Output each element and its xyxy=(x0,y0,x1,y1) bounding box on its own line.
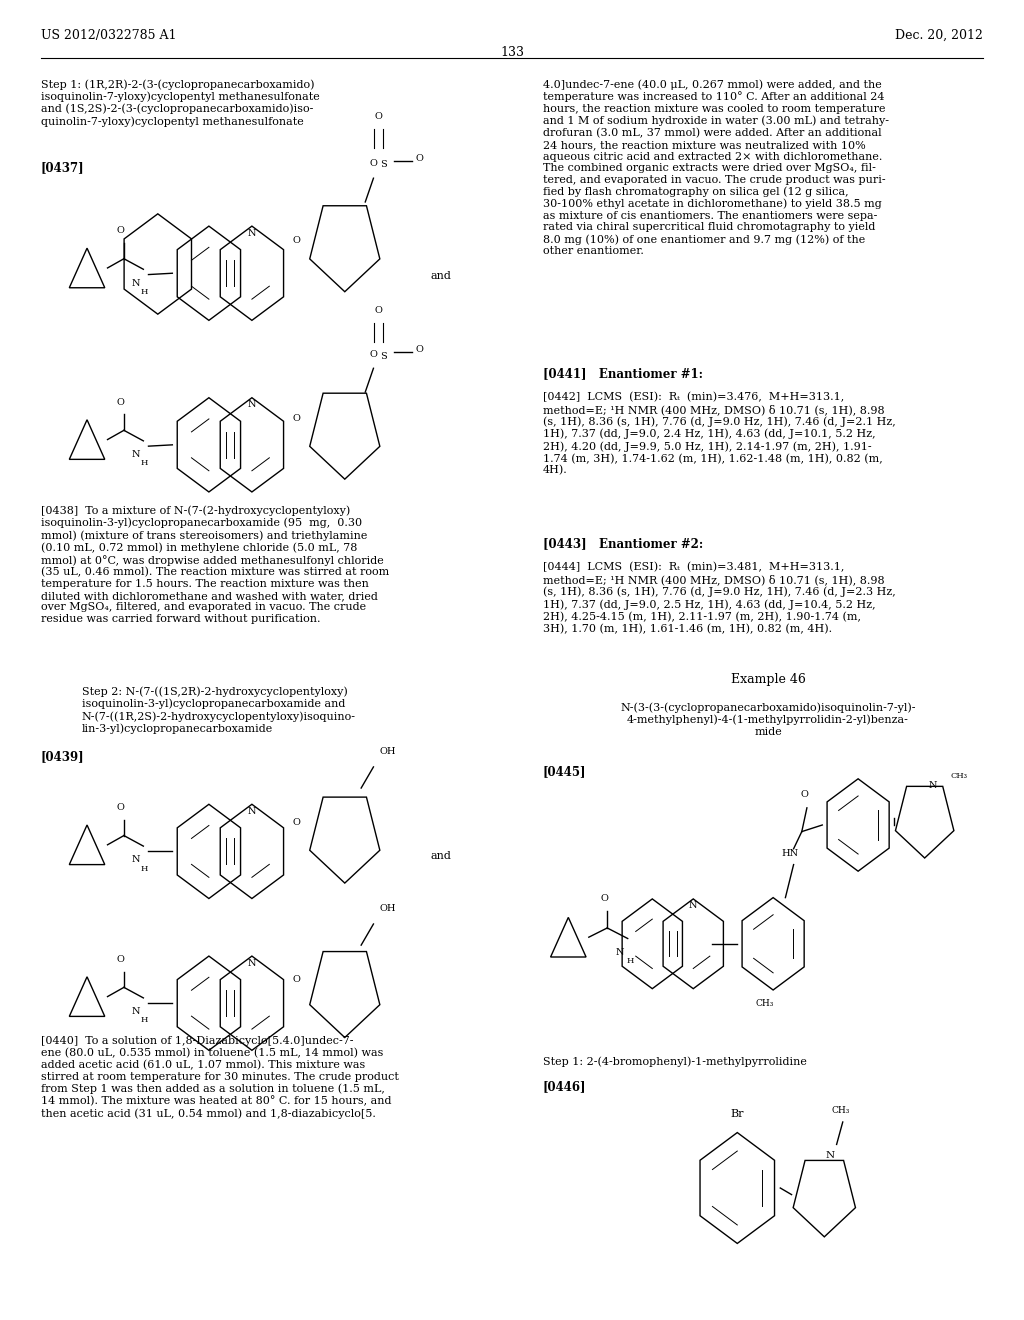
Text: O: O xyxy=(375,306,383,315)
Text: [0446]: [0446] xyxy=(543,1080,586,1093)
Text: CH₃: CH₃ xyxy=(831,1106,850,1115)
Text: O: O xyxy=(117,397,125,407)
Text: N: N xyxy=(132,279,140,288)
Text: N: N xyxy=(132,855,140,865)
Text: N: N xyxy=(248,400,256,409)
Text: N: N xyxy=(248,807,256,816)
Text: O: O xyxy=(375,112,383,121)
Text: US 2012/0322785 A1: US 2012/0322785 A1 xyxy=(41,29,176,42)
Text: [0439]: [0439] xyxy=(41,750,85,763)
Text: HN: HN xyxy=(781,849,798,858)
Text: Br: Br xyxy=(730,1109,744,1119)
Text: O: O xyxy=(370,158,378,168)
Text: CH₃: CH₃ xyxy=(756,999,774,1008)
Text: [0437]: [0437] xyxy=(41,161,85,174)
Text: N: N xyxy=(132,1007,140,1016)
Text: O: O xyxy=(293,818,301,826)
Text: O: O xyxy=(117,954,125,964)
Text: N: N xyxy=(929,781,937,789)
Text: O: O xyxy=(117,803,125,812)
Text: O: O xyxy=(117,226,125,235)
Text: [0445]: [0445] xyxy=(543,766,586,779)
Text: OH: OH xyxy=(380,904,396,913)
Text: [0444]  LCMS  (ESI):  Rₜ  (min)=3.481,  M+H=313.1,
method=E; ¹H NMR (400 MHz, DM: [0444] LCMS (ESI): Rₜ (min)=3.481, M+H=3… xyxy=(543,562,895,634)
Text: H: H xyxy=(140,288,148,296)
Text: and: and xyxy=(430,851,451,862)
Text: N: N xyxy=(689,902,697,911)
Text: [0442]  LCMS  (ESI):  Rₜ  (min)=3.476,  M+H=313.1,
method=E; ¹H NMR (400 MHz, DM: [0442] LCMS (ESI): Rₜ (min)=3.476, M+H=3… xyxy=(543,392,895,475)
Text: N: N xyxy=(132,450,140,459)
Text: N: N xyxy=(248,958,256,968)
Text: H: H xyxy=(140,1016,148,1024)
Text: O: O xyxy=(293,236,301,244)
Text: H: H xyxy=(140,865,148,873)
Text: and: and xyxy=(430,271,451,281)
Text: H: H xyxy=(626,957,634,965)
Text: H: H xyxy=(140,459,148,467)
Text: O: O xyxy=(600,894,608,903)
Text: [0438]  To a mixture of N-(7-(2-hydroxycyclopentyloxy)
isoquinolin-3-yl)cyclopro: [0438] To a mixture of N-(7-(2-hydroxycy… xyxy=(41,506,389,624)
Text: O: O xyxy=(293,975,301,983)
Text: 133: 133 xyxy=(500,46,524,59)
Text: Step 2: N-(7-((1S,2R)-2-hydroxycyclopentyloxy)
isoquinolin-3-yl)cyclopropanecarb: Step 2: N-(7-((1S,2R)-2-hydroxycyclopent… xyxy=(82,686,356,734)
Text: Example 46: Example 46 xyxy=(730,673,806,686)
Text: N-(3-(3-(cyclopropanecarboxamido)isoquinolin-7-yl)-
4-methylphenyl)-4-(1-methylp: N-(3-(3-(cyclopropanecarboxamido)isoquin… xyxy=(621,702,915,737)
Text: O: O xyxy=(416,154,424,162)
Text: Step 1: (1R,2R)-2-(3-(cyclopropanecarboxamido)
isoquinolin-7-yloxy)cyclopentyl m: Step 1: (1R,2R)-2-(3-(cyclopropanecarbox… xyxy=(41,79,319,127)
Text: [0440]  To a solution of 1,8-Diazabicyclo[5.4.0]undec-7-
ene (80.0 uL, 0.535 mmo: [0440] To a solution of 1,8-Diazabicyclo… xyxy=(41,1036,398,1119)
Text: N: N xyxy=(248,228,256,238)
Text: CH₃: CH₃ xyxy=(950,772,968,780)
Text: OH: OH xyxy=(380,747,396,756)
Text: N: N xyxy=(826,1151,835,1159)
Text: O: O xyxy=(293,414,301,422)
Text: [0443]   Enantiomer #2:: [0443] Enantiomer #2: xyxy=(543,537,702,550)
Text: O: O xyxy=(416,346,424,354)
Text: Dec. 20, 2012: Dec. 20, 2012 xyxy=(895,29,983,42)
Text: Step 1: 2-(4-bromophenyl)-1-methylpyrrolidine: Step 1: 2-(4-bromophenyl)-1-methylpyrrol… xyxy=(543,1056,807,1067)
Text: [0441]   Enantiomer #1:: [0441] Enantiomer #1: xyxy=(543,367,702,380)
Text: O: O xyxy=(801,789,809,799)
Text: N: N xyxy=(615,948,624,957)
Text: O: O xyxy=(370,350,378,359)
Text: S: S xyxy=(380,352,387,360)
Text: S: S xyxy=(380,161,387,169)
Text: 4.0]undec-7-ene (40.0 μL, 0.267 mmol) were added, and the
temperature was increa: 4.0]undec-7-ene (40.0 μL, 0.267 mmol) we… xyxy=(543,79,889,256)
